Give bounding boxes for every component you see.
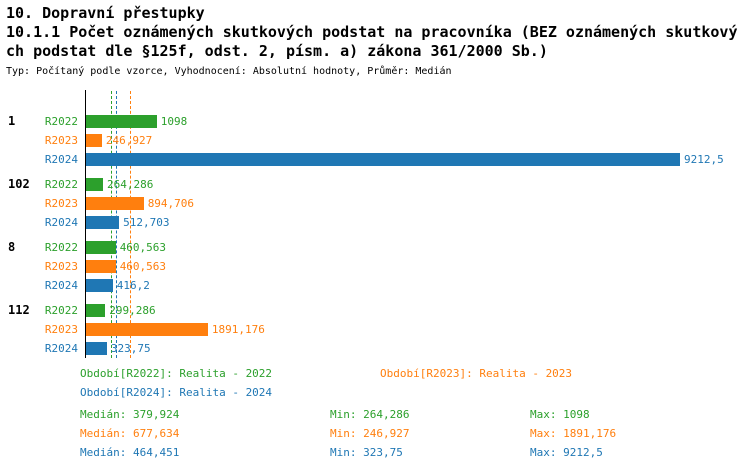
legend-item-r2022: Období[R2022]: Realita - 2022 <box>80 367 273 380</box>
bar <box>86 304 106 317</box>
bar-track: 9212,5 <box>86 153 750 166</box>
bar-row: R2022 1098 <box>0 112 750 131</box>
bar-row: R2024 323,75 <box>0 339 750 358</box>
chart-meta: Typ: Počítaný podle vzorce, Vyhodnocení:… <box>6 66 452 77</box>
series-label: R2022 <box>44 241 78 254</box>
bar <box>86 178 103 191</box>
series-label: R2023 <box>44 260 78 273</box>
bar-group: 112 R2022 299,286 R2023 1891,176 R2024 323,75 <box>0 301 750 358</box>
bar-track: 894,706 <box>86 197 750 210</box>
bar-track: 246,927 <box>86 134 750 147</box>
bar <box>86 134 102 147</box>
bar-row: R2023 246,927 <box>0 131 750 150</box>
bar-row: R2022 299,286 <box>0 301 750 320</box>
bar-row: R2024 512,703 <box>0 213 750 232</box>
stat-max-r2023: Max: 1891,176 <box>530 427 617 440</box>
bar-value-label: 323,75 <box>110 342 151 355</box>
series-label: R2022 <box>44 304 78 317</box>
stat-min-r2024: Min: 323,75 <box>330 446 403 459</box>
bar-track: 323,75 <box>86 342 750 355</box>
bar-row: R2024 416,2 <box>0 276 750 295</box>
bar-value-label: 1891,176 <box>211 323 265 336</box>
bar-value-label: 246,927 <box>105 134 153 147</box>
bar-chart: 1 R2022 1098 R2023 246,927 R2024 9212,5 102 R202… <box>0 88 750 358</box>
y-axis-line <box>85 90 86 358</box>
bar-value-label: 460,563 <box>119 260 167 273</box>
stat-median-r2023: Medián: 677,634 <box>80 427 180 440</box>
median-line <box>129 91 131 358</box>
bar <box>86 197 144 210</box>
bar <box>86 115 157 128</box>
bar-group: 102 R2022 264,286 R2023 894,706 R2024 512,703 <box>0 175 750 232</box>
series-label: R2023 <box>44 197 78 210</box>
series-label: R2024 <box>44 216 78 229</box>
category-label: 102 <box>8 177 30 191</box>
bar-track: 1098 <box>86 115 750 128</box>
bar-value-label: 1098 <box>160 115 188 128</box>
chart-groups: 1 R2022 1098 R2023 246,927 R2024 9212,5 102 R202… <box>0 112 750 364</box>
bar-value-label: 9212,5 <box>684 153 724 166</box>
bar <box>86 260 116 273</box>
legend-item-r2024: Období[R2024]: Realita - 2024 <box>80 386 273 399</box>
bar-track: 299,286 <box>86 304 750 317</box>
bar-row: R2022 264,286 <box>0 175 750 194</box>
legend-item-r2023: Období[R2023]: Realita - 2023 <box>380 367 573 380</box>
series-label: R2023 <box>44 134 78 147</box>
category-label: 8 <box>8 240 16 254</box>
chart-subtitle-line2: ch podstat dle §125f, odst. 2, písm. a) … <box>6 42 548 60</box>
bar-track: 416,2 <box>86 279 750 292</box>
series-label: R2024 <box>44 279 78 292</box>
stat-min-r2023: Min: 246,927 <box>330 427 410 440</box>
bar-value-label: 512,703 <box>123 216 170 229</box>
bar <box>86 323 208 336</box>
bar-row: R2023 894,706 <box>0 194 750 213</box>
stat-median-r2022: Medián: 379,924 <box>80 408 180 421</box>
category-label: 1 <box>8 114 16 128</box>
bar-value-label: 299,286 <box>109 304 156 317</box>
bar-track: 460,563 <box>86 241 750 254</box>
category-label: 112 <box>8 303 30 317</box>
series-label: R2022 <box>44 115 78 128</box>
bar-value-label: 264,286 <box>107 178 154 191</box>
bar <box>86 342 107 355</box>
bar <box>86 241 116 254</box>
report-header: 10. Dopravní přestupky 10.1.1 Počet ozná… <box>6 4 750 81</box>
bar <box>86 279 113 292</box>
bar <box>86 216 120 229</box>
chart-subtitle-line1: 10.1.1 Počet oznámených skutkových podst… <box>6 23 738 41</box>
bar-value-label: 894,706 <box>147 197 195 210</box>
stat-max-r2022: Max: 1098 <box>530 408 590 421</box>
bar <box>86 153 680 166</box>
bar-row: R2023 1891,176 <box>0 320 750 339</box>
bar-track: 264,286 <box>86 178 750 191</box>
bar-track: 460,563 <box>86 260 750 273</box>
bar-row: R2022 460,563 <box>0 238 750 257</box>
bar-track: 1891,176 <box>86 323 750 336</box>
page-title: 10. Dopravní přestupky <box>6 4 205 22</box>
series-label: R2023 <box>44 323 78 336</box>
bar-track: 512,703 <box>86 216 750 229</box>
stat-median-r2024: Medián: 464,451 <box>80 446 180 459</box>
bar-value-label: 460,563 <box>119 241 167 254</box>
series-label: R2024 <box>44 342 78 355</box>
series-label: R2022 <box>44 178 78 191</box>
stat-min-r2022: Min: 264,286 <box>330 408 410 421</box>
series-label: R2024 <box>44 153 78 166</box>
bar-group: 1 R2022 1098 R2023 246,927 R2024 9212,5 <box>0 112 750 169</box>
bar-group: 8 R2022 460,563 R2023 460,563 R2024 416,2 <box>0 238 750 295</box>
bar-row: R2023 460,563 <box>0 257 750 276</box>
bar-row: R2024 9212,5 <box>0 150 750 169</box>
bar-value-label: 416,2 <box>116 279 150 292</box>
stat-max-r2024: Max: 9212,5 <box>530 446 603 459</box>
